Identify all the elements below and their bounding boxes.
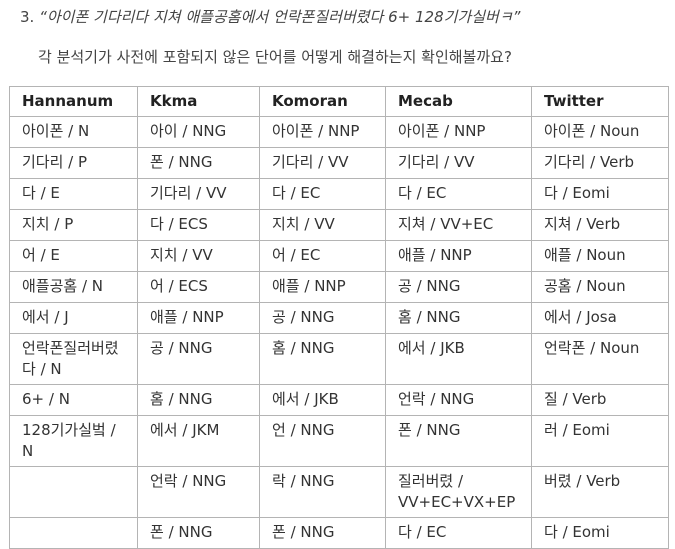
cell-komoran: 언 / NNG	[259, 415, 386, 467]
cell-hannanum	[9, 517, 138, 549]
cell-hannanum: 언락폰질러버렸다 / N	[9, 333, 138, 385]
cell-komoran: 애플 / NNP	[259, 271, 386, 303]
intro-text: 각 분석기가 사전에 포함되지 않은 단어를 어떻게 해결하는지 확인해볼까요?	[38, 48, 512, 66]
cell-komoran: 다 / EC	[259, 178, 386, 210]
table-header-row: Hannanum Kkma Komoran Mecab Twitter	[9, 86, 669, 117]
example-sentence: “아이폰 기다리다 지쳐 애플공홈에서 언락폰질러버렸다 6+ 128기가실버ㅋ…	[39, 8, 521, 26]
cell-komoran: 아이폰 / NNP	[259, 116, 386, 148]
cell-twitter: 공홈 / Noun	[531, 271, 669, 303]
cell-kkma: 애플 / NNP	[137, 302, 260, 334]
cell-komoran: 기다리 / VV	[259, 147, 386, 179]
cell-mecab: 지쳐 / VV+EC	[385, 209, 532, 241]
cell-mecab: 기다리 / VV	[385, 147, 532, 179]
header-twitter: Twitter	[531, 86, 669, 117]
cell-twitter: 다 / Eomi	[531, 517, 669, 549]
cell-mecab: 다 / EC	[385, 178, 532, 210]
cell-twitter: 기다리 / Verb	[531, 147, 669, 179]
cell-kkma: 폰 / NNG	[137, 517, 260, 549]
table-row: 에서 / J 애플 / NNP 공 / NNG 홈 / NNG 에서 / Josa	[9, 302, 669, 334]
cell-twitter: 버렸 / Verb	[531, 466, 669, 518]
cell-kkma: 지치 / VV	[137, 240, 260, 272]
cell-twitter: 지쳐 / Verb	[531, 209, 669, 241]
cell-mecab: 공 / NNG	[385, 271, 532, 303]
header-hannanum: Hannanum	[9, 86, 138, 117]
cell-hannanum: 에서 / J	[9, 302, 138, 334]
table-row: 어 / E 지치 / VV 어 / EC 애플 / NNP 애플 / Noun	[9, 240, 669, 272]
cell-hannanum: 다 / E	[9, 178, 138, 210]
cell-komoran: 폰 / NNG	[259, 517, 386, 549]
cell-twitter: 애플 / Noun	[531, 240, 669, 272]
cell-kkma: 언락 / NNG	[137, 466, 260, 518]
cell-mecab: 질러버렸 / VV+EC+VX+EP	[385, 466, 532, 518]
cell-mecab: 홈 / NNG	[385, 302, 532, 334]
cell-mecab: 아이폰 / NNP	[385, 116, 532, 148]
header-mecab: Mecab	[385, 86, 532, 117]
cell-kkma: 어 / ECS	[137, 271, 260, 303]
table-row: 128기가실벜 / N 에서 / JKM 언 / NNG 폰 / NNG 러 / Eom…	[9, 415, 669, 467]
cell-komoran: 락 / NNG	[259, 466, 386, 518]
cell-hannanum: 지치 / P	[9, 209, 138, 241]
cell-kkma: 홈 / NNG	[137, 384, 260, 416]
cell-twitter: 아이폰 / Noun	[531, 116, 669, 148]
cell-hannanum: 6+ / N	[9, 384, 138, 416]
cell-kkma: 기다리 / VV	[137, 178, 260, 210]
cell-kkma: 다 / ECS	[137, 209, 260, 241]
cell-komoran: 지치 / VV	[259, 209, 386, 241]
cell-kkma: 아이 / NNG	[137, 116, 260, 148]
section-number: 3.	[20, 8, 35, 26]
table-row: 아이폰 / N 아이 / NNG 아이폰 / NNP 아이폰 / NNP 아이폰 / N…	[9, 116, 669, 148]
cell-komoran: 홈 / NNG	[259, 333, 386, 385]
table-body: 아이폰 / N 아이 / NNG 아이폰 / NNP 아이폰 / NNP 아이폰 / N…	[9, 116, 669, 549]
cell-hannanum: 아이폰 / N	[9, 116, 138, 148]
table-row: 언락 / NNG 락 / NNG 질러버렸 / VV+EC+VX+EP 버렸 / Ve…	[9, 466, 669, 518]
header-kkma: Kkma	[137, 86, 260, 117]
cell-komoran: 에서 / JKB	[259, 384, 386, 416]
cell-twitter: 러 / Eomi	[531, 415, 669, 467]
cell-kkma: 폰 / NNG	[137, 147, 260, 179]
cell-komoran: 어 / EC	[259, 240, 386, 272]
cell-mecab: 애플 / NNP	[385, 240, 532, 272]
cell-twitter: 질 / Verb	[531, 384, 669, 416]
table-row: 폰 / NNG 폰 / NNG 다 / EC 다 / Eomi	[9, 517, 669, 549]
cell-twitter: 언락폰 / Noun	[531, 333, 669, 385]
cell-hannanum: 어 / E	[9, 240, 138, 272]
cell-twitter: 다 / Eomi	[531, 178, 669, 210]
cell-mecab: 다 / EC	[385, 517, 532, 549]
section-heading: 3. “아이폰 기다리다 지쳐 애플공홈에서 언락폰질러버렸다 6+ 128기가…	[20, 6, 520, 27]
cell-hannanum: 128기가실벜 / N	[9, 415, 138, 467]
cell-mecab: 폰 / NNG	[385, 415, 532, 467]
cell-hannanum	[9, 466, 138, 518]
header-komoran: Komoran	[259, 86, 386, 117]
cell-hannanum: 기다리 / P	[9, 147, 138, 179]
cell-kkma: 공 / NNG	[137, 333, 260, 385]
cell-hannanum: 애플공홈 / N	[9, 271, 138, 303]
cell-mecab: 언락 / NNG	[385, 384, 532, 416]
cell-mecab: 에서 / JKB	[385, 333, 532, 385]
cell-twitter: 에서 / Josa	[531, 302, 669, 334]
table-row: 다 / E 기다리 / VV 다 / EC 다 / EC 다 / Eomi	[9, 178, 669, 210]
cell-komoran: 공 / NNG	[259, 302, 386, 334]
cell-kkma: 에서 / JKM	[137, 415, 260, 467]
analyzer-comparison-table: Hannanum Kkma Komoran Mecab Twitter 아이폰 …	[9, 86, 669, 549]
